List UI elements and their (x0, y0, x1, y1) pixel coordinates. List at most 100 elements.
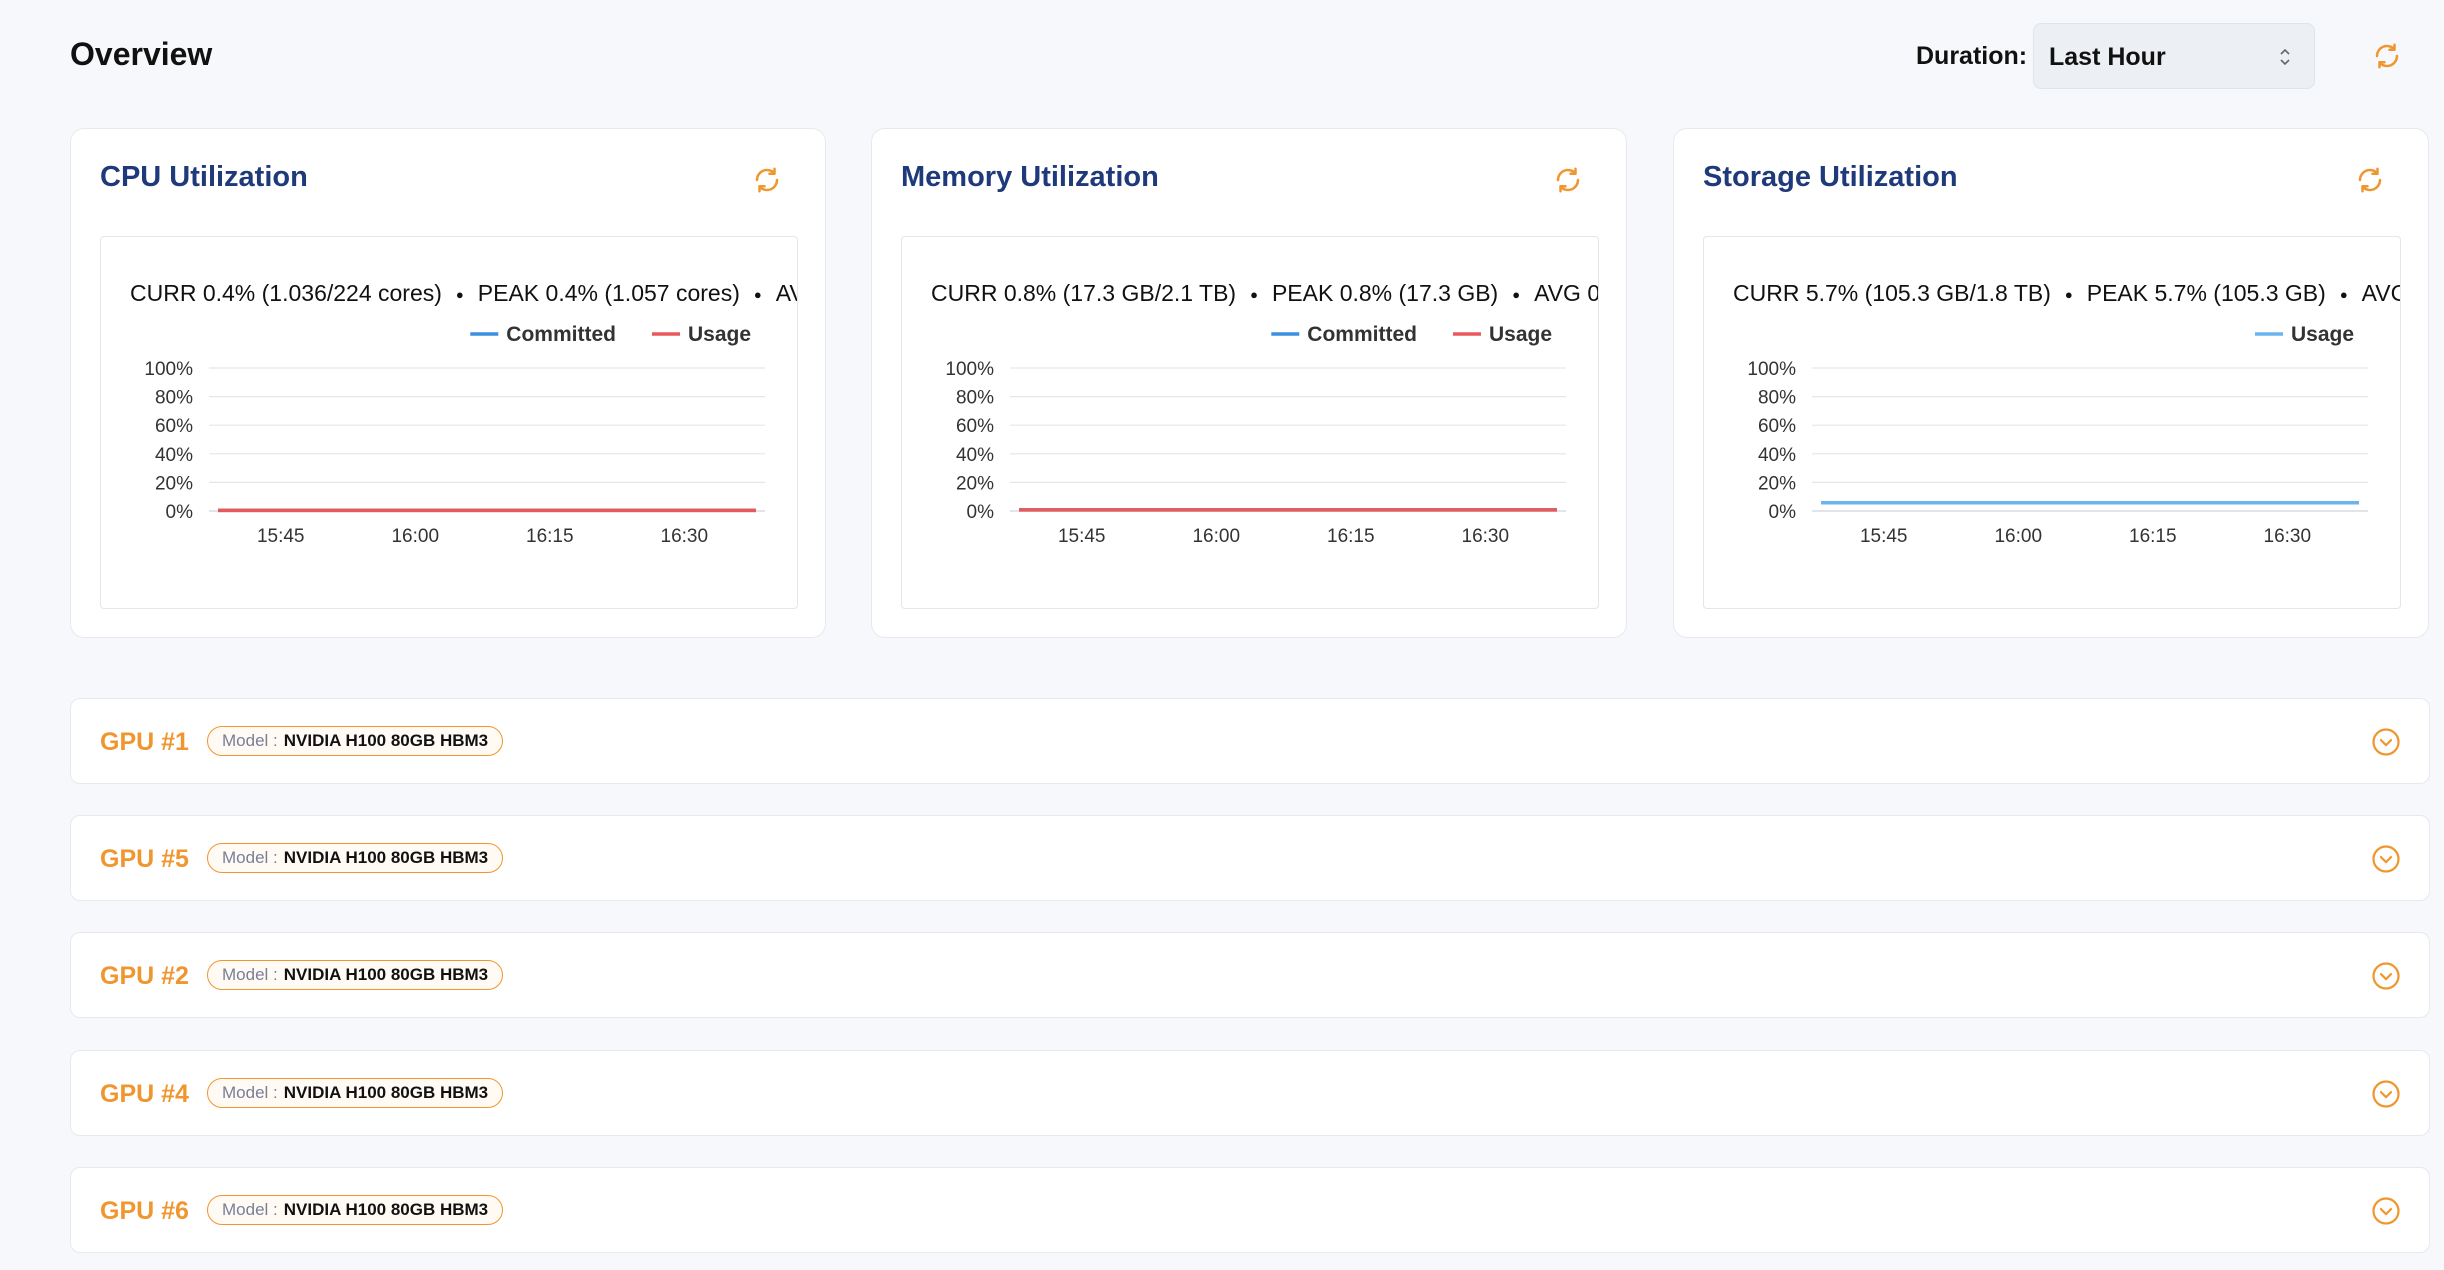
y-tick-label: 60% (155, 416, 193, 437)
y-tick-label: 60% (1758, 416, 1796, 437)
model-value: NVIDIA H100 80GB HBM3 (283, 1199, 489, 1219)
chart: 0% 20% 40% 60% 80% 100% 15:45 16:00 16:15 16:30 Us… (144, 323, 765, 547)
stat: PEAK 5.7% (105.3 GB) (2086, 280, 2326, 306)
gpu-row[interactable]: GPU #1 Model : NVIDIA H100 80GB HBM3 (70, 698, 2430, 784)
stat: CURR 5.7% (105.3 GB/1.8 TB) (1733, 280, 2051, 306)
chart: 0% 20% 40% 60% 80% 100% 15:45 16:00 16:15 16:30 Us… (1747, 323, 2368, 547)
refresh-button[interactable] (2372, 41, 2402, 71)
expand-button[interactable] (2371, 1079, 2401, 1109)
x-tick-label: 16:15 (526, 526, 574, 547)
y-tick-label: 60% (956, 416, 994, 437)
expand-button[interactable] (2371, 844, 2401, 874)
y-tick-label: 0% (1769, 502, 1797, 523)
y-tick-label: 80% (1758, 388, 1796, 409)
card-title: CPU Utilization (100, 161, 308, 193)
legend-label: Committed (506, 323, 616, 346)
legend-label: Committed (1307, 323, 1417, 346)
expand-button[interactable] (2371, 1196, 2401, 1226)
model-badge: Model : NVIDIA H100 80GB HBM3 (207, 726, 504, 756)
y-tick-label: 20% (155, 473, 193, 494)
y-tick-label: 40% (956, 445, 994, 466)
separator: ● (455, 287, 464, 303)
legend-label: Usage (2291, 323, 2354, 346)
separator: ● (2339, 287, 2348, 303)
x-tick-label: 15:45 (1058, 526, 1106, 547)
metric-card: CPU Utilization CURR 0.4% (1.036/224 core… (70, 128, 826, 638)
stats-line: CURR 5.7% (105.3 GB/1.8 TB) ● PEAK 5.7% (1… (1733, 280, 2400, 307)
chart-box: CURR 0.8% (17.3 GB/2.1 TB) ● PEAK 0.8% (17… (901, 236, 1599, 609)
duration-value: Last Hour (2049, 43, 2166, 71)
legend-label: Usage (1489, 323, 1552, 346)
y-tick-label: 0% (967, 502, 995, 523)
duration-select[interactable]: Last Hour (2033, 23, 2315, 89)
y-tick-label: 40% (155, 445, 193, 466)
x-tick-label: 16:15 (2129, 526, 2177, 547)
y-tick-label: 20% (1758, 473, 1796, 494)
separator: ● (1250, 287, 1258, 303)
model-label: Model : (222, 965, 278, 985)
model-label: Model : (222, 1082, 278, 1102)
y-tick-label: 0% (166, 502, 194, 523)
model-value: NVIDIA H100 80GB HBM3 (283, 1082, 489, 1102)
card-title: Storage Utilization (1703, 161, 1958, 193)
gpu-row[interactable]: GPU #5 Model : NVIDIA H100 80GB HBM3 (70, 815, 2430, 902)
stats-line: CURR 0.8% (17.3 GB/2.1 TB) ● PEAK 0.8% (17… (931, 280, 1599, 307)
separator: ● (753, 287, 762, 303)
refresh-button[interactable] (2355, 165, 2385, 195)
expand-button[interactable] (2371, 961, 2401, 991)
model-badge: Model : NVIDIA H100 80GB HBM3 (207, 843, 504, 874)
stat: CURR 0.8% (17.3 GB/2.1 TB) (931, 280, 1237, 306)
stat: PEAK 0.8% (17.3 GB) (1271, 280, 1499, 306)
y-tick-label: 80% (155, 388, 193, 409)
x-tick-label: 16:15 (1327, 526, 1375, 547)
gpu-title: GPU #1 (100, 728, 189, 756)
refresh-button[interactable] (1553, 165, 1583, 195)
gpu-row[interactable]: GPU #4 Model : NVIDIA H100 80GB HBM3 (70, 1049, 2430, 1136)
x-tick-label: 15:45 (1860, 526, 1908, 547)
page-title: Overview (70, 36, 213, 72)
gpu-title: GPU #2 (100, 962, 189, 991)
x-tick-label: 15:45 (257, 526, 305, 547)
y-tick-label: 40% (1758, 445, 1796, 466)
metric-card: Memory Utilization CURR 0.8% (17.3 GB/2.1… (871, 128, 1627, 638)
model-badge: Model : NVIDIA H100 80GB HBM3 (207, 1077, 504, 1108)
stat: PEAK 0.4% (1.057 cores) (477, 280, 740, 306)
stat: AV (775, 280, 797, 306)
y-tick-label: 100% (144, 359, 193, 380)
y-tick-label: 100% (1747, 359, 1796, 380)
model-badge: Model : NVIDIA H100 80GB HBM3 (207, 960, 504, 991)
separator: ● (1512, 287, 1521, 303)
expand-button[interactable] (2371, 727, 2401, 757)
stat: AVG 0. (1534, 280, 1599, 306)
x-tick-label: 16:30 (1462, 526, 1510, 547)
x-tick-label: 16:30 (661, 526, 709, 547)
model-value: NVIDIA H100 80GB HBM3 (283, 731, 489, 750)
y-tick-label: 100% (945, 359, 994, 380)
gpu-row[interactable]: GPU #2 Model : NVIDIA H100 80GB HBM3 (70, 932, 2430, 1019)
legend-label: Usage (688, 323, 751, 346)
stat: AVG (2361, 280, 2400, 306)
model-label: Model : (222, 848, 278, 868)
gpu-title: GPU #5 (100, 845, 189, 874)
x-tick-label: 16:30 (2264, 526, 2312, 547)
select-arrows (2280, 48, 2290, 66)
model-value: NVIDIA H100 80GB HBM3 (283, 848, 489, 868)
stats-line: CURR 0.4% (1.036/224 cores) ● PEAK 0.4% (1… (130, 280, 797, 307)
y-tick-label: 80% (956, 388, 994, 409)
y-tick-label: 20% (956, 473, 994, 494)
model-value: NVIDIA H100 80GB HBM3 (283, 965, 489, 985)
x-tick-label: 16:00 (1192, 526, 1240, 547)
x-tick-label: 16:00 (1994, 526, 2042, 547)
metric-card: Storage Utilization CURR 5.7% (105.3 GB/1… (1673, 128, 2429, 638)
gpu-title: GPU #6 (100, 1196, 189, 1225)
model-badge: Model : NVIDIA H100 80GB HBM3 (207, 1194, 504, 1225)
gpu-title: GPU #4 (100, 1079, 189, 1108)
model-label: Model : (222, 1199, 278, 1219)
refresh-button[interactable] (752, 165, 782, 195)
gpu-row[interactable]: GPU #6 Model : NVIDIA H100 80GB HBM3 (70, 1166, 2430, 1253)
card-title: Memory Utilization (901, 161, 1159, 193)
chart: 0% 20% 40% 60% 80% 100% 15:45 16:00 16:15 16:30 Us… (945, 323, 1566, 547)
x-tick-label: 16:00 (391, 526, 439, 547)
duration-label: Duration: (1916, 42, 2028, 70)
